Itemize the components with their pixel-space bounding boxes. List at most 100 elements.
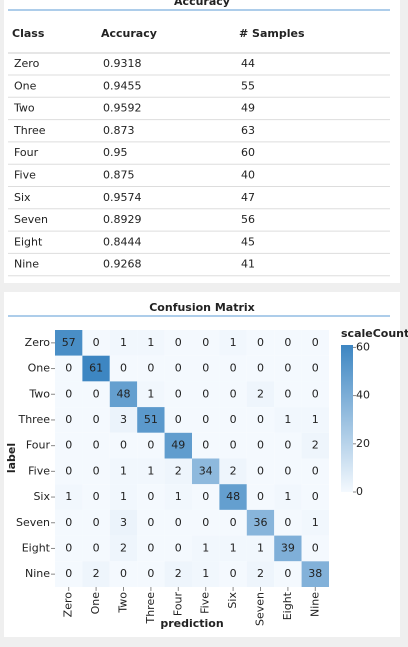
x-tick-label: Zero (62, 592, 75, 618)
cell-label: 0 (175, 362, 182, 375)
heatmap-cell (192, 458, 220, 485)
legend-gradient (341, 345, 353, 492)
cell-label: 0 (147, 567, 154, 580)
heatmap-cell (274, 484, 302, 510)
cell-label: 0 (312, 541, 319, 554)
cell-label: 1 (230, 336, 237, 349)
heatmap-cell (164, 484, 192, 510)
cell-label: 0 (65, 567, 72, 580)
heatmap-cell (164, 355, 192, 382)
cell-label: 0 (65, 541, 72, 554)
heatmap-cell (55, 432, 83, 459)
heatmap-cell (219, 484, 247, 510)
heatmap-cell (82, 355, 110, 382)
heatmap-cell (164, 458, 192, 485)
column-header: # Samples (239, 27, 305, 40)
table-cell: 41 (241, 258, 255, 271)
cell-label: 0 (147, 439, 154, 452)
heatmap-cell (274, 330, 302, 356)
table-cell: 0.8444 (103, 235, 142, 248)
cell-label: 0 (93, 464, 100, 477)
table-cell: 44 (241, 57, 255, 70)
cell-label: 0 (312, 362, 319, 375)
heatmap-cell (246, 535, 275, 562)
heatmap-cell (301, 458, 329, 485)
heatmap-cell (137, 458, 165, 485)
table-cell: 60 (241, 146, 255, 159)
cell-label: 0 (147, 362, 154, 375)
table-cell: Three (13, 124, 46, 137)
heatmap-cell (109, 330, 138, 356)
heatmap-cell (82, 484, 110, 510)
cell-label: 0 (230, 516, 237, 529)
heatmap-cell (55, 561, 83, 587)
cell-label: 49 (171, 439, 185, 452)
cell-label: 0 (202, 490, 209, 503)
cell-label: 34 (199, 464, 213, 477)
heatmap-cell (301, 432, 329, 459)
heatmap-cell (219, 381, 247, 408)
heatmap-cell (192, 330, 220, 356)
y-tick-label: Two (28, 387, 50, 400)
cell-label: 0 (65, 516, 72, 529)
table-cell: 45 (241, 235, 255, 248)
cell-label: 3 (120, 413, 127, 426)
cell-label: 0 (175, 516, 182, 529)
cell-label: 0 (175, 336, 182, 349)
cell-label: 0 (312, 336, 319, 349)
heatmap-cell (82, 432, 110, 459)
heatmap-cell (137, 381, 165, 408)
cell-label: 0 (65, 439, 72, 452)
cell-label: 0 (202, 413, 209, 426)
heatmap-cell (192, 561, 220, 587)
heatmap-cell (301, 330, 329, 356)
cell-label: 61 (89, 362, 103, 375)
heatmap-cell (55, 381, 83, 408)
table-cell: 0.95 (103, 146, 128, 159)
cell-label: 2 (120, 541, 127, 554)
cell-label: 2 (230, 464, 237, 477)
heatmap-cell (274, 561, 302, 587)
heatmap-cell (137, 509, 165, 536)
table-cell: 0.8929 (103, 213, 142, 226)
heatmap-cell (219, 561, 247, 587)
cell-label: 1 (147, 387, 154, 400)
table-cell: Two (13, 102, 35, 115)
cell-label: 36 (254, 516, 268, 529)
heatmap-cell (274, 535, 302, 562)
cell-label: 0 (284, 387, 291, 400)
table-cell: Zero (14, 57, 40, 70)
heatmap-cell (109, 535, 138, 562)
heatmap-cell (246, 484, 275, 510)
cell-label: 0 (120, 362, 127, 375)
cell-label: 0 (147, 541, 154, 554)
cell-label: 0 (202, 336, 209, 349)
heatmap-cell (246, 407, 275, 433)
cell-label: 0 (93, 541, 100, 554)
heatmap-cell (137, 355, 165, 382)
cell-label: 0 (93, 490, 100, 503)
heatmap-cell (219, 355, 247, 382)
heatmap-cell (137, 535, 165, 562)
heatmap-cell (192, 381, 220, 408)
heatmap-cell (274, 458, 302, 485)
cell-label: 0 (202, 387, 209, 400)
heatmap-cell (109, 355, 138, 382)
cell-label: 0 (284, 336, 291, 349)
cell-label: 1 (175, 490, 182, 503)
cell-label: 2 (175, 567, 182, 580)
x-tick-label: Two (117, 592, 130, 614)
cell-label: 0 (230, 567, 237, 580)
heatmap-cell (109, 381, 138, 408)
x-tick-label: One (89, 592, 102, 615)
heatmap-cell (164, 407, 192, 433)
y-tick-label: Eight (22, 541, 51, 554)
heatmap-cell (109, 561, 138, 587)
heatmap-cell (109, 432, 138, 459)
heatmap-cell (82, 561, 110, 587)
table-cell: 47 (241, 191, 255, 204)
y-tick-label: Four (26, 439, 51, 452)
cell-label: 0 (257, 413, 264, 426)
heatmap-cell (164, 330, 192, 356)
cell-label: 0 (230, 413, 237, 426)
